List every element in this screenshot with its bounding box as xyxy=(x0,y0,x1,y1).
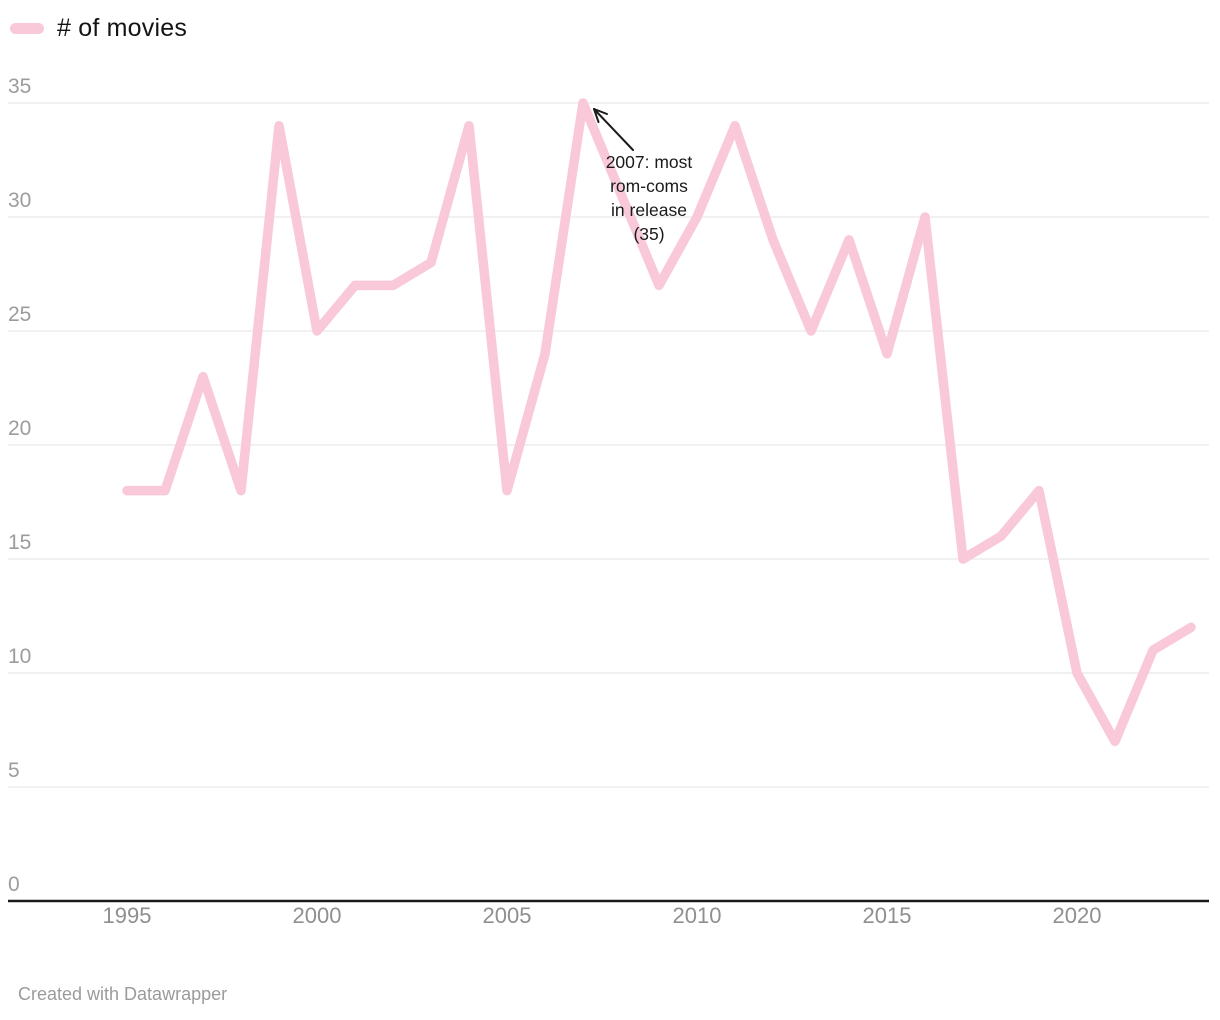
movies-line xyxy=(122,98,1196,747)
annotation-line: in release xyxy=(611,200,687,220)
legend-label: # of movies xyxy=(57,14,188,42)
annotation-line: 2007: most xyxy=(605,152,693,172)
y-tick-label: 20 xyxy=(8,417,32,440)
annotation-arrowhead xyxy=(593,108,600,123)
datawrapper-credit: Created with Datawrapper xyxy=(18,984,228,1004)
annotation-arrowhead xyxy=(593,108,608,115)
annotation-line: rom-coms xyxy=(610,176,688,196)
y-tick-label: 15 xyxy=(8,531,32,554)
y-tick-label: 5 xyxy=(8,759,20,782)
x-tick-label: 2005 xyxy=(482,903,532,928)
x-tick-label: 2010 xyxy=(672,903,722,928)
legend-swatch xyxy=(10,23,44,34)
legend: # of movies xyxy=(10,14,187,43)
y-tick-label: 25 xyxy=(8,303,32,326)
annotation-arrow xyxy=(593,108,634,151)
y-tick-label: 0 xyxy=(8,873,20,896)
x-tick-label: 2015 xyxy=(862,903,912,928)
x-tick-label: 2000 xyxy=(292,903,342,928)
y-tick-label: 35 xyxy=(8,75,32,98)
x-tick-label: 1995 xyxy=(102,903,152,928)
annotation-line: (35) xyxy=(633,224,665,244)
y-tick-label: 30 xyxy=(8,189,32,212)
annotation-2007: 2007: most rom-coms in release (35) xyxy=(586,150,712,246)
y-tick-label: 10 xyxy=(8,645,32,668)
x-tick-label: 2020 xyxy=(1052,903,1102,928)
